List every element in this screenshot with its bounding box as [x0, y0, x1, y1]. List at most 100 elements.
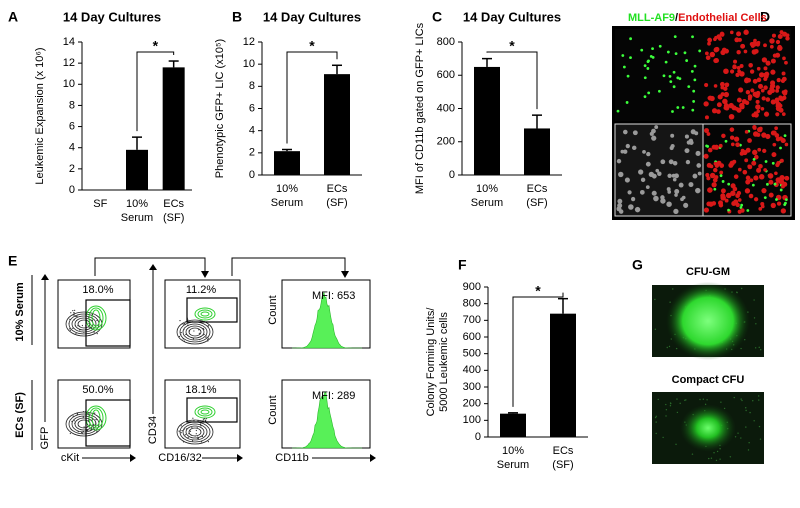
cell: [765, 97, 771, 102]
significance-label: *: [535, 283, 541, 299]
cell: [706, 176, 711, 181]
cell: [669, 80, 673, 84]
cell: [719, 174, 723, 178]
y-axis-label: MFI of CD11b gated on GFP+ LICs: [414, 22, 426, 194]
cell: [732, 186, 738, 192]
cell: [725, 192, 732, 199]
cell: [776, 77, 781, 83]
image-caption: CFU-GM: [686, 266, 730, 278]
panel-letter: A: [8, 9, 18, 25]
event: [180, 334, 182, 336]
cell: [770, 130, 776, 136]
speckle: [740, 398, 742, 400]
event: [73, 319, 75, 321]
cell: [728, 162, 734, 168]
cell: [758, 163, 763, 169]
speckle: [672, 288, 674, 290]
event: [82, 416, 84, 418]
speckle: [745, 426, 747, 428]
cell: [728, 102, 734, 109]
y-axis-label: GFP: [39, 427, 51, 450]
cell: [785, 36, 790, 41]
y-axis-label: CD34: [147, 416, 159, 444]
event: [201, 435, 204, 438]
cell: [781, 112, 786, 116]
contour-gated: [91, 409, 101, 427]
cell: [674, 173, 679, 179]
cell: [628, 204, 634, 210]
cell: [690, 129, 696, 135]
contour-gated: [88, 407, 104, 429]
x-tick-label: ECs: [553, 445, 574, 457]
y-axis-label: 5000 Leukemic cells: [438, 312, 450, 412]
cell: [724, 82, 730, 88]
event: [207, 441, 210, 443]
cell: [736, 31, 742, 37]
event: [192, 417, 194, 419]
speckle: [733, 396, 735, 399]
cell: [743, 29, 749, 35]
y-axis-label: Leukemic Expansion (x 10⁶): [34, 47, 46, 184]
event: [190, 434, 192, 436]
cell: [651, 135, 657, 141]
cell: [718, 143, 723, 148]
event: [184, 323, 187, 325]
gate-percent: 50.0%: [82, 384, 113, 396]
event: [203, 333, 205, 336]
cell: [692, 173, 698, 179]
cell: [627, 190, 632, 195]
cell: [777, 44, 782, 49]
bar: [274, 151, 300, 175]
cell: [717, 94, 723, 100]
contour-gated: [194, 405, 216, 419]
event: [81, 324, 83, 327]
cell: [749, 69, 755, 74]
histogram: [291, 391, 363, 449]
cell: [762, 148, 767, 154]
y-tick-label: 12: [243, 36, 255, 48]
contour-gated: [197, 309, 213, 319]
gate-percent: 18.0%: [82, 284, 113, 296]
event: [191, 427, 193, 429]
cell: [763, 66, 768, 71]
speckle: [719, 458, 721, 460]
cell: [713, 144, 720, 150]
event: [94, 423, 97, 425]
cell: [660, 198, 666, 204]
cell: [745, 90, 751, 95]
cell: [763, 168, 767, 172]
cell: [713, 58, 719, 64]
cell: [660, 159, 666, 165]
speckle: [669, 301, 671, 303]
speckle: [657, 398, 659, 401]
cell: [649, 131, 654, 136]
cell: [678, 182, 684, 188]
speckle: [755, 323, 757, 325]
event: [178, 335, 181, 338]
cell: [763, 43, 767, 48]
cell: [706, 132, 711, 136]
speckle: [654, 328, 657, 330]
gate: [85, 299, 131, 347]
cell: [690, 69, 694, 73]
event: [83, 331, 85, 333]
contour: [176, 419, 214, 445]
event: [205, 335, 207, 337]
event: [199, 423, 202, 425]
cell: [770, 88, 775, 94]
y-tick-label: 0: [249, 169, 255, 181]
cell: [760, 88, 765, 93]
cell: [755, 99, 760, 104]
chart-title: 14 Day Cultures: [63, 9, 161, 24]
cell: [750, 43, 755, 48]
cell: [767, 173, 774, 179]
speckle: [666, 346, 668, 349]
cell: [748, 193, 754, 199]
speckle: [720, 401, 722, 403]
event: [182, 338, 184, 340]
cell: [711, 108, 718, 114]
contour: [185, 325, 205, 339]
cell: [678, 77, 682, 81]
contour-gated: [197, 407, 213, 417]
cell: [685, 59, 689, 62]
